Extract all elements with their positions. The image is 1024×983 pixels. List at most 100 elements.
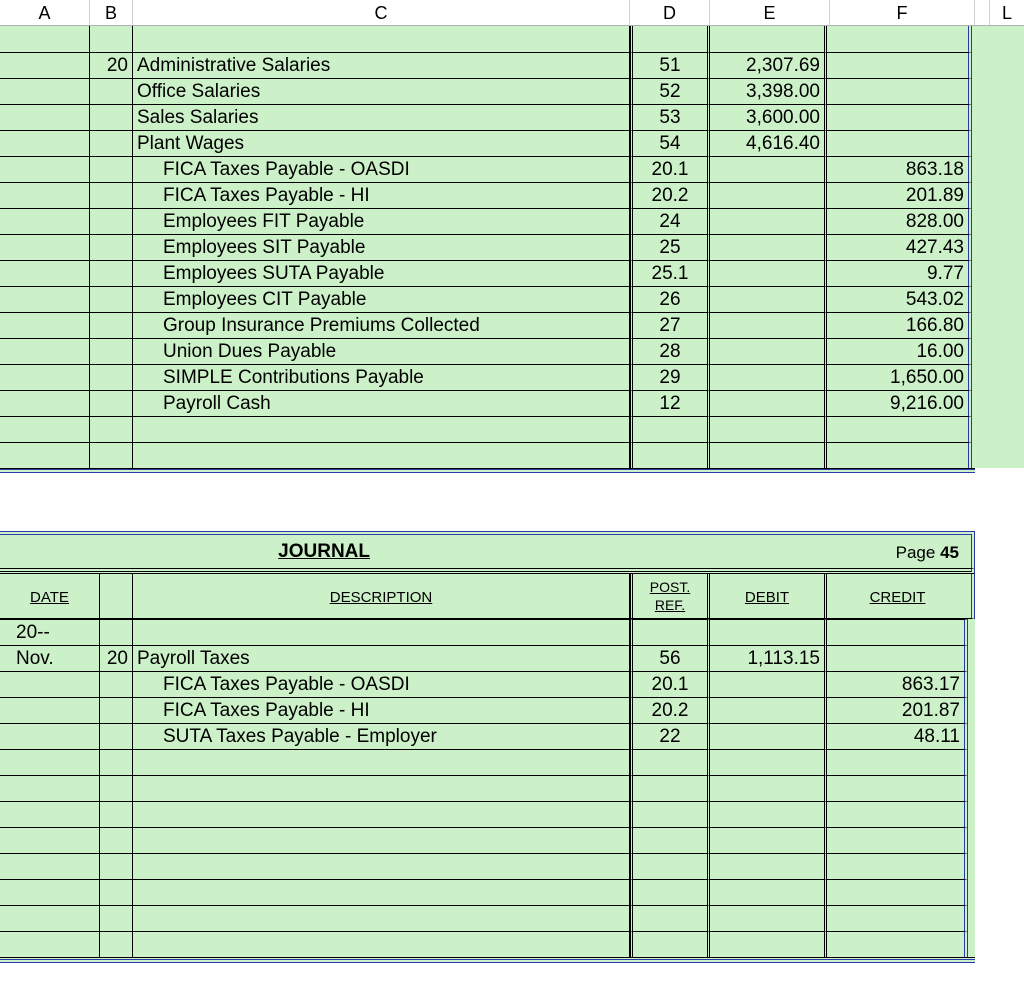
cell-post-ref[interactable] <box>630 905 710 931</box>
cell-date[interactable] <box>0 104 90 130</box>
cell-date[interactable] <box>0 260 90 286</box>
cell-credit[interactable] <box>827 853 968 879</box>
cell-date[interactable]: Nov. <box>0 645 100 671</box>
cell-debit[interactable] <box>710 801 827 827</box>
cell-debit[interactable] <box>710 905 827 931</box>
cell-debit[interactable] <box>710 312 827 338</box>
cell-credit[interactable] <box>827 619 968 645</box>
cell-day[interactable] <box>100 853 133 879</box>
cell-post-ref[interactable]: 24 <box>630 208 710 234</box>
cell-description[interactable]: Union Dues Payable <box>133 338 630 364</box>
cell-description[interactable]: Office Salaries <box>133 78 630 104</box>
cell-description[interactable] <box>133 749 630 775</box>
cell-day[interactable] <box>90 338 133 364</box>
cell-credit[interactable] <box>827 931 968 957</box>
cell-post-ref[interactable]: 28 <box>630 338 710 364</box>
col-header-F[interactable]: F <box>830 0 975 25</box>
cell-post-ref[interactable]: 20.2 <box>630 182 710 208</box>
cell-description[interactable]: Sales Salaries <box>133 104 630 130</box>
cell-date[interactable] <box>0 390 90 416</box>
cell-day[interactable] <box>100 619 133 645</box>
cell-description[interactable] <box>133 905 630 931</box>
cell-date[interactable] <box>0 853 100 879</box>
cell[interactable] <box>827 26 972 52</box>
cell-credit[interactable] <box>827 775 968 801</box>
cell-post-ref[interactable]: 51 <box>630 52 710 78</box>
cell-debit[interactable] <box>710 931 827 957</box>
cell-debit[interactable] <box>710 775 827 801</box>
cell-post-ref[interactable] <box>630 775 710 801</box>
cell-description[interactable] <box>133 619 630 645</box>
cell-post-ref[interactable]: 22 <box>630 723 710 749</box>
cell-debit[interactable] <box>710 853 827 879</box>
cell-day[interactable] <box>90 130 133 156</box>
cell-credit[interactable]: 863.18 <box>827 156 972 182</box>
cell[interactable] <box>0 26 90 52</box>
cell-post-ref[interactable]: 53 <box>630 104 710 130</box>
cell-description[interactable]: FICA Taxes Payable - HI <box>133 697 630 723</box>
cell-description[interactable]: Payroll Cash <box>133 390 630 416</box>
cell-credit[interactable] <box>827 416 972 442</box>
cell-credit[interactable]: 48.11 <box>827 723 968 749</box>
cell-post-ref[interactable]: 29 <box>630 364 710 390</box>
cell-post-ref[interactable]: 52 <box>630 78 710 104</box>
cell-credit[interactable] <box>827 78 972 104</box>
cell-date[interactable] <box>0 286 90 312</box>
cell-day[interactable] <box>100 697 133 723</box>
cell-day[interactable] <box>90 182 133 208</box>
cell-post-ref[interactable]: 27 <box>630 312 710 338</box>
cell-post-ref[interactable]: 20.1 <box>630 671 710 697</box>
cell-date[interactable] <box>0 442 90 468</box>
cell-day[interactable] <box>100 905 133 931</box>
cell-credit[interactable]: 201.87 <box>827 697 968 723</box>
cell-credit[interactable] <box>827 104 972 130</box>
cell-credit[interactable]: 9.77 <box>827 260 972 286</box>
cell[interactable] <box>133 26 630 52</box>
cell-post-ref[interactable] <box>630 827 710 853</box>
col-header-C[interactable]: C <box>133 0 630 25</box>
cell-date[interactable] <box>0 182 90 208</box>
cell-date[interactable] <box>0 801 100 827</box>
cell-debit[interactable] <box>710 234 827 260</box>
cell-date[interactable] <box>0 931 100 957</box>
cell-post-ref[interactable]: 56 <box>630 645 710 671</box>
cell-description[interactable]: Employees FIT Payable <box>133 208 630 234</box>
cell-credit[interactable]: 166.80 <box>827 312 972 338</box>
cell-day[interactable] <box>90 78 133 104</box>
cell-debit[interactable] <box>710 879 827 905</box>
cell-debit[interactable] <box>710 338 827 364</box>
cell-day[interactable] <box>100 931 133 957</box>
cell-day[interactable] <box>90 104 133 130</box>
cell-credit[interactable]: 427.43 <box>827 234 972 260</box>
col-header-L[interactable]: L <box>990 0 1024 25</box>
cell-debit[interactable] <box>710 697 827 723</box>
cell-debit[interactable] <box>710 286 827 312</box>
cell-debit[interactable] <box>710 416 827 442</box>
cell-description[interactable]: Payroll Taxes <box>133 645 630 671</box>
cell-date[interactable] <box>0 879 100 905</box>
cell-description[interactable]: SIMPLE Contributions Payable <box>133 364 630 390</box>
cell-debit[interactable] <box>710 723 827 749</box>
cell-date[interactable] <box>0 905 100 931</box>
cell-post-ref[interactable] <box>630 442 710 468</box>
cell-post-ref[interactable] <box>630 853 710 879</box>
cell-credit[interactable] <box>827 645 968 671</box>
cell-description[interactable]: Employees SUTA Payable <box>133 260 630 286</box>
cell-day[interactable] <box>100 827 133 853</box>
cell-day[interactable] <box>90 442 133 468</box>
cell-post-ref[interactable] <box>630 931 710 957</box>
cell-description[interactable] <box>133 879 630 905</box>
cell-description[interactable]: SUTA Taxes Payable - Employer <box>133 723 630 749</box>
cell-date[interactable] <box>0 52 90 78</box>
cell-day[interactable]: 20 <box>100 645 133 671</box>
cell-post-ref[interactable]: 26 <box>630 286 710 312</box>
col-header-B[interactable]: B <box>90 0 133 25</box>
cell-date[interactable] <box>0 827 100 853</box>
cell-description[interactable]: FICA Taxes Payable - OASDI <box>133 156 630 182</box>
cell-day[interactable] <box>100 801 133 827</box>
cell-description[interactable] <box>133 775 630 801</box>
cell-date[interactable] <box>0 130 90 156</box>
cell-day[interactable] <box>90 312 133 338</box>
cell-debit[interactable] <box>710 208 827 234</box>
cell-post-ref[interactable]: 20.2 <box>630 697 710 723</box>
